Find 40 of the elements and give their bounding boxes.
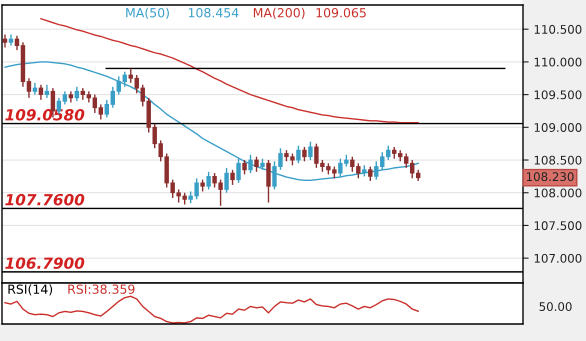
candlestick xyxy=(254,156,259,172)
candlestick xyxy=(302,146,307,162)
candlestick xyxy=(224,167,229,194)
candlestick xyxy=(68,90,74,104)
candlestick xyxy=(260,158,265,171)
candlestick xyxy=(296,144,301,164)
text: 108.230 xyxy=(526,172,574,182)
candlestick xyxy=(308,141,313,161)
y-tick-label: 109.500 xyxy=(534,90,582,100)
candlestick xyxy=(368,166,373,182)
y-tick-label: 110.000 xyxy=(534,58,582,67)
text: 50.00 xyxy=(540,302,572,312)
candlestick xyxy=(206,171,211,190)
ref-line-label: 106.7900 xyxy=(5,257,84,269)
text: MA(200) xyxy=(254,8,305,19)
candlestick xyxy=(2,34,8,48)
candlestick xyxy=(8,34,14,46)
candlestick xyxy=(38,84,44,101)
y-tick-label: 109.000 xyxy=(534,123,582,132)
candlestick xyxy=(266,159,271,204)
candlestick xyxy=(248,154,253,174)
y-tick-label: 110.500 xyxy=(534,24,582,34)
y-tick-label: 108.500 xyxy=(534,156,582,165)
y-tick-label: 107.000 xyxy=(534,254,582,263)
series-label: RSI:38.359 xyxy=(68,284,134,294)
chart-title: RSI(14) xyxy=(8,284,52,296)
y-tick-label: 108.000 xyxy=(534,188,582,198)
ref-line-label: 107.7600 xyxy=(5,194,84,206)
candlestick xyxy=(278,148,283,171)
candlestick xyxy=(32,82,38,96)
text: MA(50) xyxy=(126,8,169,19)
candlestick xyxy=(242,159,247,176)
y-tick-label: 107.500 xyxy=(534,221,582,230)
candlestick xyxy=(44,84,50,99)
candlestick xyxy=(230,169,235,186)
candlestick xyxy=(74,86,80,102)
annotation: 108.454 xyxy=(188,8,239,18)
candlestick xyxy=(362,164,367,178)
candlestick xyxy=(200,178,205,192)
annotation: 109.065 xyxy=(316,8,366,18)
